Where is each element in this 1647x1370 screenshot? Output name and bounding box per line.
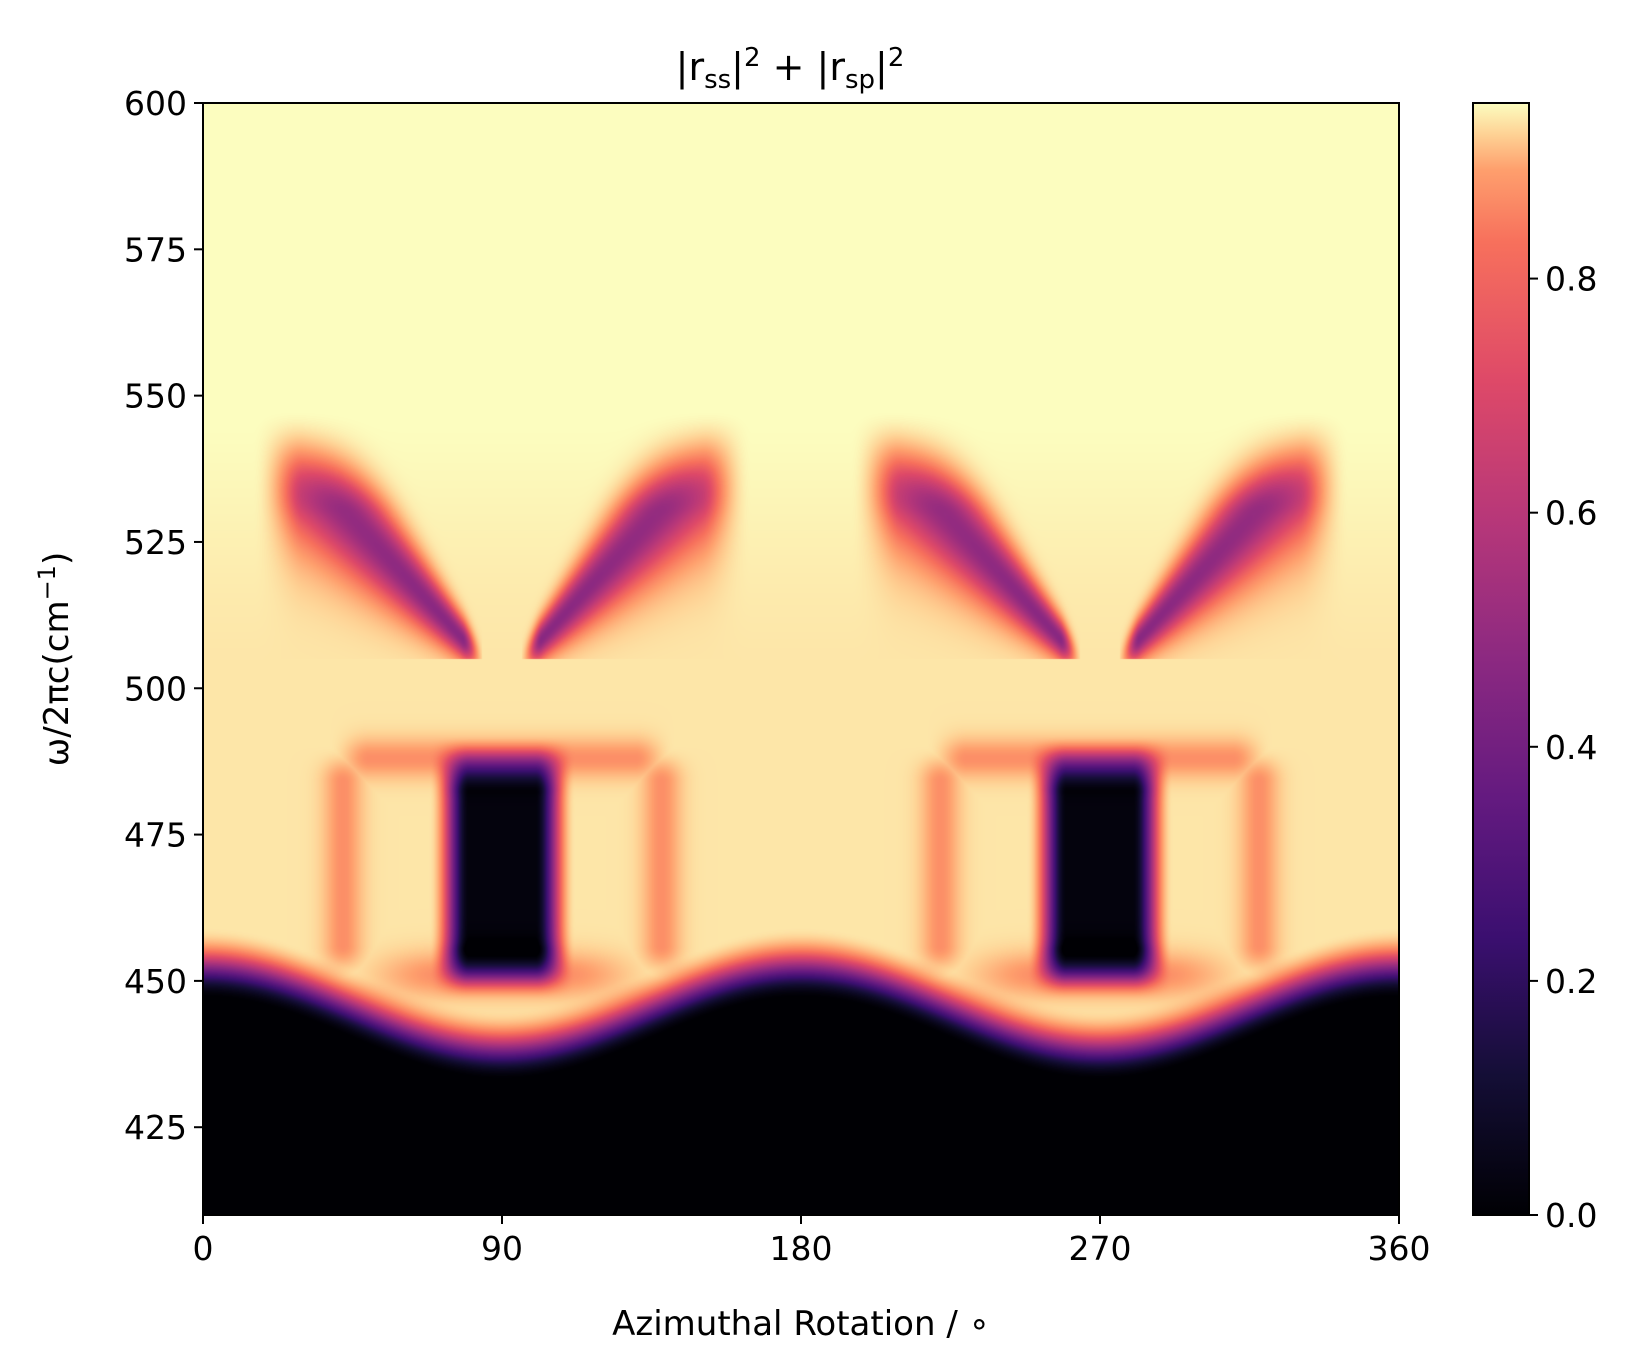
- y-tick-label: 550: [124, 377, 187, 416]
- heatmap-canvas: [203, 103, 1399, 1215]
- y-tick-label: 525: [124, 523, 187, 562]
- title-bar-4: |: [875, 45, 888, 90]
- y-axis-label: ω/2πc(cm−1): [33, 552, 77, 766]
- title-plus: +: [761, 45, 817, 89]
- x-tick-label: 90: [481, 1229, 523, 1268]
- x-tick-label: 360: [1368, 1229, 1431, 1268]
- x-axis: 0 90 180 270 360: [193, 1215, 1431, 1268]
- title-sup-1: 2: [744, 43, 761, 73]
- colorbar-axis: 0.0 0.2 0.4 0.6 0.8: [1529, 260, 1597, 1235]
- svg-text:ω/2πc(cm−1): ω/2πc(cm−1): [33, 552, 77, 766]
- title-r-2: r: [829, 45, 845, 89]
- colorbar: [1472, 102, 1530, 1216]
- title-r-1: r: [688, 45, 704, 89]
- y-tick-label: 425: [124, 1108, 187, 1147]
- title-sub-ss: ss: [704, 65, 731, 95]
- svg-text:|rss|2 + |rsp|2: |rss|2 + |rsp|2: [676, 43, 905, 95]
- y-tick-label: 575: [124, 230, 187, 269]
- y-tick-label: 600: [124, 84, 187, 123]
- colorbar-tick-label: 0.6: [1545, 494, 1597, 533]
- title-sub-sp: sp: [845, 65, 875, 95]
- title-bar-3: |: [817, 45, 830, 90]
- x-tick-label: 0: [193, 1229, 214, 1268]
- x-axis-label: Azimuthal Rotation / ∘: [612, 1304, 990, 1344]
- x-tick-label: 180: [770, 1229, 833, 1268]
- title-sup-2: 2: [888, 43, 905, 73]
- x-tick-label: 270: [1069, 1229, 1132, 1268]
- colorbar-tick-label: 0.4: [1545, 728, 1597, 767]
- y-label-close: ): [37, 552, 77, 565]
- title-bar-2: |: [731, 45, 744, 90]
- title-bar-1: |: [676, 45, 689, 90]
- colorbar-tick-label: 0.0: [1545, 1196, 1597, 1235]
- y-tick-label: 450: [124, 962, 187, 1001]
- y-tick-label: 500: [124, 669, 187, 708]
- chart-title: |rss|2 + |rsp|2: [676, 43, 905, 95]
- colorbar-tick-label: 0.2: [1545, 962, 1597, 1001]
- y-label-sup: −1: [33, 565, 61, 600]
- heatmap-image: [203, 103, 1399, 1215]
- y-axis: 425 450 475 500 525 550 575 600: [124, 84, 203, 1147]
- colorbar-tick-label: 0.8: [1545, 260, 1597, 299]
- y-label-main: ω/2πc(cm: [37, 600, 77, 766]
- y-tick-label: 475: [124, 816, 187, 855]
